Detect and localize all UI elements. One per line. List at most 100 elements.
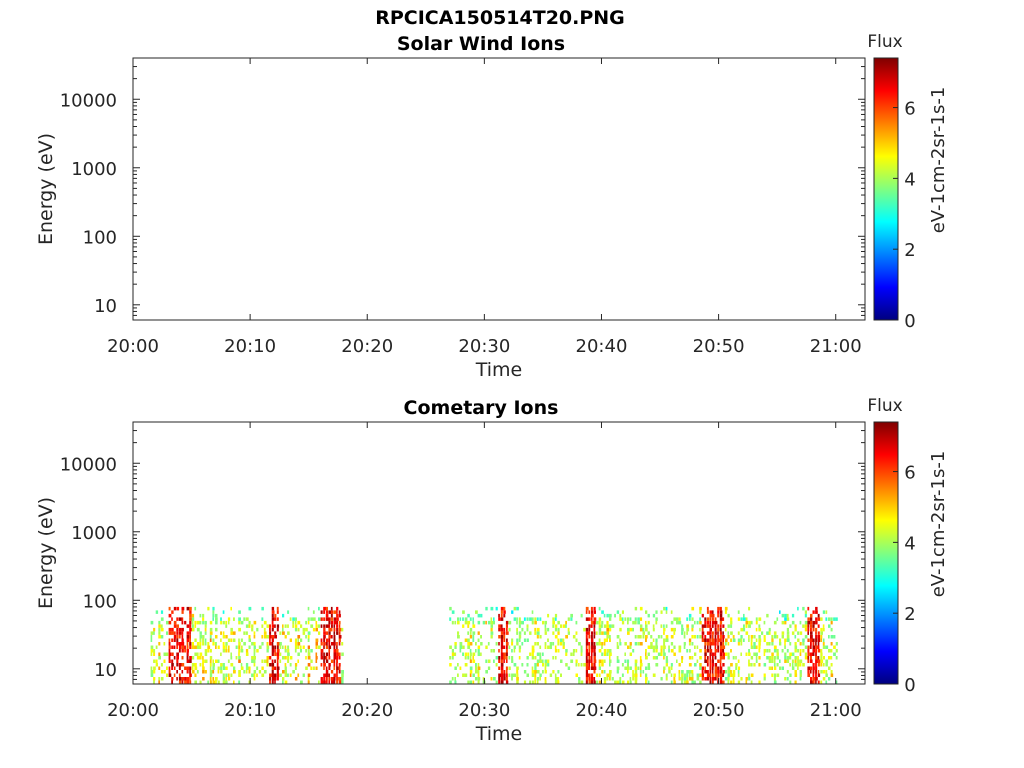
heatmap-cell — [472, 673, 475, 677]
heatmap-cell — [572, 635, 576, 639]
heatmap-cell — [763, 649, 766, 653]
heatmap-cell — [230, 606, 232, 611]
heatmap-cell — [261, 624, 264, 628]
heatmap-cell — [276, 659, 279, 663]
heatmap-cell — [712, 656, 714, 660]
heatmap-cell — [204, 620, 207, 625]
heatmap-cell — [585, 649, 588, 653]
heatmap-cell — [668, 666, 671, 670]
heatmap-cell — [274, 613, 277, 618]
heatmap-cell — [523, 631, 526, 635]
heatmap-cell — [462, 652, 464, 656]
heatmap-cell — [743, 617, 746, 621]
heatmap-cell — [645, 627, 648, 632]
heatmap-cell — [194, 645, 197, 649]
heatmap-cell — [186, 635, 190, 639]
heatmap-cell — [619, 677, 622, 681]
heatmap-cell — [325, 680, 328, 684]
heatmap-cell — [794, 656, 797, 660]
heatmap-cell — [181, 680, 184, 684]
heatmap-cell — [451, 649, 454, 653]
heatmap-cell — [513, 663, 517, 667]
x-tick-label: 20:20 — [341, 336, 393, 357]
heatmap-cell — [743, 624, 745, 628]
heatmap-cell — [323, 638, 325, 642]
heatmap-cell — [477, 673, 480, 677]
heatmap-cell — [333, 663, 336, 667]
heatmap-cell — [714, 645, 717, 649]
heatmap-cell — [822, 610, 825, 614]
colorbar-tick-label: 6 — [904, 463, 915, 484]
heatmap-cell — [735, 663, 738, 667]
heatmap-cell — [513, 649, 516, 653]
heatmap-cell — [810, 624, 813, 628]
heatmap-cell — [158, 666, 161, 670]
heatmap-cell — [820, 649, 823, 653]
heatmap-cell — [699, 680, 702, 684]
heatmap-cell — [554, 627, 557, 632]
heatmap-cell — [647, 645, 651, 649]
heatmap-cell — [274, 677, 277, 681]
heatmap-cell — [464, 638, 468, 642]
heatmap-cell — [307, 631, 311, 635]
heatmap-cell — [325, 631, 329, 635]
heatmap-cell — [590, 642, 594, 646]
heatmap-cell — [709, 666, 712, 670]
heatmap-cell — [701, 631, 705, 635]
heatmap-cell — [794, 663, 797, 667]
heatmap-cell — [269, 642, 272, 646]
heatmap-cell — [199, 613, 202, 618]
heatmap-cell — [282, 656, 285, 660]
heatmap-cell — [629, 642, 632, 646]
heatmap-cell — [300, 645, 302, 649]
heatmap-cell — [531, 610, 534, 614]
heatmap-cell — [191, 620, 194, 625]
heatmap-cell — [176, 638, 179, 642]
heatmap-cell — [467, 652, 470, 656]
heatmap-cell — [459, 649, 462, 653]
heatmap-cell — [557, 638, 560, 642]
heatmap-cell — [269, 673, 272, 677]
heatmap-cell — [338, 631, 341, 635]
heatmap-cell — [704, 624, 707, 628]
heatmap-cell — [789, 680, 792, 684]
heatmap-cell — [753, 652, 756, 656]
heatmap-cell — [276, 666, 280, 670]
heatmap-cell — [202, 677, 205, 681]
heatmap-cell — [508, 673, 511, 677]
heatmap-cell — [784, 638, 787, 642]
heatmap-cell — [526, 663, 529, 667]
heatmap-cell — [276, 610, 279, 614]
heatmap-cell — [750, 645, 754, 649]
heatmap-cell — [158, 677, 161, 681]
heatmap-cell — [791, 666, 795, 670]
heatmap-cell — [791, 631, 795, 635]
heatmap-cell — [186, 624, 190, 628]
heatmap-cell — [704, 649, 707, 653]
heatmap-cell — [191, 670, 195, 674]
heatmap-cell — [719, 673, 723, 677]
heatmap-cell — [585, 610, 588, 614]
heatmap-cell — [706, 649, 710, 653]
heatmap-cell — [302, 645, 305, 649]
heatmap-cell — [220, 620, 223, 625]
heatmap-cell — [660, 635, 663, 639]
heatmap-cell — [233, 666, 236, 670]
heatmap-cell — [328, 680, 330, 684]
heatmap-cell — [745, 677, 748, 681]
y-tick-label: 10 — [94, 296, 117, 317]
heatmap-cell — [323, 606, 326, 611]
heatmap-cell — [503, 635, 506, 639]
heatmap-cell — [315, 620, 318, 625]
heatmap-cell — [719, 624, 722, 628]
heatmap-cell — [341, 627, 344, 632]
heatmap-cell — [828, 624, 831, 628]
heatmap-cell — [325, 606, 328, 611]
heatmap-cell — [678, 673, 681, 677]
heatmap-cell — [222, 677, 225, 681]
heatmap-cell — [719, 677, 723, 681]
heatmap-cell — [665, 663, 668, 667]
heatmap-cell — [642, 627, 645, 632]
